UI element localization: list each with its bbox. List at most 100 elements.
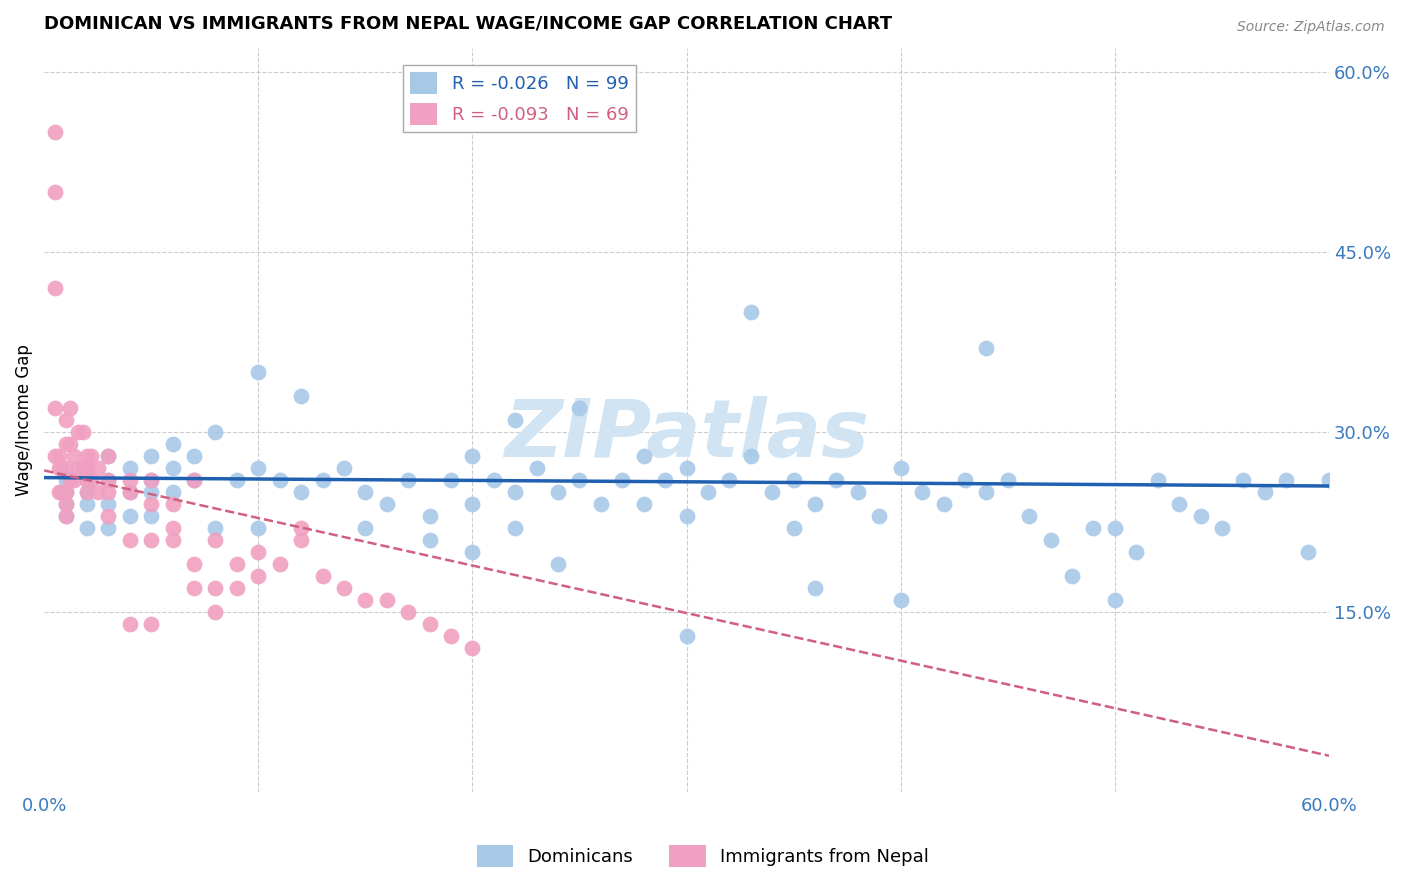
Point bbox=[118, 508, 141, 523]
Point bbox=[204, 581, 226, 595]
Point bbox=[204, 533, 226, 547]
Point bbox=[804, 581, 827, 595]
Point bbox=[503, 413, 526, 427]
Point bbox=[118, 485, 141, 500]
Point bbox=[1060, 569, 1083, 583]
Point bbox=[419, 508, 441, 523]
Point bbox=[67, 461, 90, 475]
Point bbox=[354, 521, 377, 535]
Point bbox=[247, 521, 270, 535]
Point bbox=[76, 449, 98, 463]
Point bbox=[55, 461, 77, 475]
Point bbox=[59, 437, 82, 451]
Point bbox=[118, 473, 141, 487]
Point bbox=[547, 485, 569, 500]
Point bbox=[76, 473, 98, 487]
Point bbox=[86, 485, 108, 500]
Point bbox=[804, 497, 827, 511]
Point bbox=[141, 485, 163, 500]
Point bbox=[953, 473, 976, 487]
Point bbox=[396, 473, 419, 487]
Point bbox=[1168, 497, 1191, 511]
Point bbox=[162, 533, 184, 547]
Point bbox=[419, 616, 441, 631]
Point bbox=[526, 461, 548, 475]
Point bbox=[55, 508, 77, 523]
Point bbox=[247, 365, 270, 379]
Point bbox=[1232, 473, 1254, 487]
Point bbox=[1104, 593, 1126, 607]
Text: DOMINICAN VS IMMIGRANTS FROM NEPAL WAGE/INCOME GAP CORRELATION CHART: DOMINICAN VS IMMIGRANTS FROM NEPAL WAGE/… bbox=[44, 15, 893, 33]
Point bbox=[97, 473, 120, 487]
Point bbox=[868, 508, 890, 523]
Point bbox=[76, 485, 98, 500]
Point bbox=[44, 401, 66, 415]
Point bbox=[183, 449, 205, 463]
Point bbox=[51, 485, 73, 500]
Point bbox=[247, 569, 270, 583]
Legend: Dominicans, Immigrants from Nepal: Dominicans, Immigrants from Nepal bbox=[470, 838, 936, 874]
Point bbox=[1189, 508, 1212, 523]
Point bbox=[333, 581, 356, 595]
Point bbox=[76, 497, 98, 511]
Point bbox=[72, 425, 94, 439]
Point bbox=[633, 497, 655, 511]
Point bbox=[141, 473, 163, 487]
Point bbox=[290, 533, 312, 547]
Point bbox=[1083, 521, 1105, 535]
Point bbox=[225, 581, 247, 595]
Point bbox=[63, 449, 86, 463]
Point bbox=[890, 593, 912, 607]
Point bbox=[333, 461, 356, 475]
Point bbox=[141, 449, 163, 463]
Point bbox=[183, 473, 205, 487]
Point bbox=[311, 569, 333, 583]
Point bbox=[1317, 473, 1340, 487]
Point bbox=[76, 473, 98, 487]
Point bbox=[80, 449, 103, 463]
Point bbox=[118, 461, 141, 475]
Point bbox=[76, 521, 98, 535]
Point bbox=[932, 497, 955, 511]
Point bbox=[503, 485, 526, 500]
Point bbox=[1146, 473, 1168, 487]
Point bbox=[162, 485, 184, 500]
Point bbox=[247, 461, 270, 475]
Point bbox=[1275, 473, 1298, 487]
Point bbox=[354, 485, 377, 500]
Point bbox=[503, 521, 526, 535]
Point bbox=[225, 473, 247, 487]
Point bbox=[162, 461, 184, 475]
Point bbox=[675, 629, 697, 643]
Point bbox=[633, 449, 655, 463]
Point bbox=[97, 497, 120, 511]
Point bbox=[440, 629, 463, 643]
Point bbox=[461, 497, 484, 511]
Point bbox=[269, 557, 291, 571]
Point bbox=[761, 485, 783, 500]
Point bbox=[141, 473, 163, 487]
Point bbox=[675, 461, 697, 475]
Point bbox=[59, 473, 82, 487]
Point bbox=[97, 449, 120, 463]
Point bbox=[63, 473, 86, 487]
Point bbox=[375, 497, 398, 511]
Point bbox=[44, 186, 66, 200]
Point bbox=[97, 485, 120, 500]
Point bbox=[997, 473, 1019, 487]
Point bbox=[76, 485, 98, 500]
Point bbox=[80, 473, 103, 487]
Point bbox=[183, 473, 205, 487]
Point bbox=[118, 616, 141, 631]
Point bbox=[247, 545, 270, 559]
Point bbox=[118, 485, 141, 500]
Point bbox=[1125, 545, 1147, 559]
Point bbox=[675, 508, 697, 523]
Point bbox=[55, 497, 77, 511]
Point bbox=[67, 425, 90, 439]
Point bbox=[141, 533, 163, 547]
Point bbox=[141, 497, 163, 511]
Point bbox=[97, 508, 120, 523]
Point bbox=[290, 485, 312, 500]
Point bbox=[204, 605, 226, 619]
